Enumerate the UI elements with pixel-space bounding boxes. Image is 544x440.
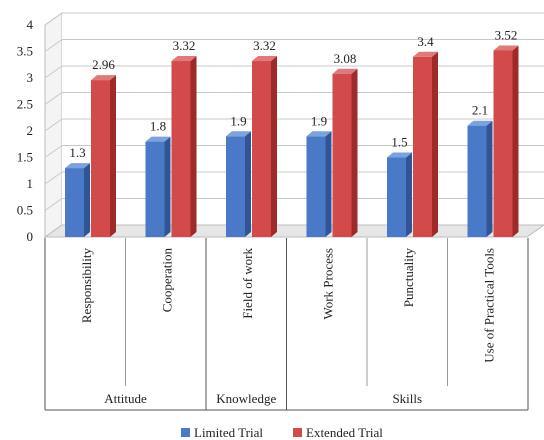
bar-front — [145, 141, 165, 237]
data-label: 3.32 — [173, 38, 196, 53]
bar-top — [91, 75, 116, 81]
bar-front — [493, 50, 513, 237]
legend-item-limited: Limited Trial — [181, 425, 263, 440]
bar-side — [190, 56, 197, 237]
group-label: Attitude — [104, 391, 147, 406]
bar-side — [325, 131, 332, 237]
gridline — [44, 12, 544, 26]
data-label: 1.8 — [150, 119, 166, 134]
data-label: 1.5 — [391, 135, 407, 150]
bar-front — [252, 61, 271, 237]
data-label: 2.96 — [92, 57, 115, 72]
bar-top — [467, 120, 493, 126]
data-label: 3.4 — [417, 34, 434, 49]
y-tick-label: 4 — [27, 17, 34, 32]
bar-limited-2 — [226, 131, 251, 237]
bar-top — [493, 45, 519, 51]
y-tick-label: 2 — [27, 123, 34, 138]
category-label: Work Process — [321, 248, 336, 320]
bar-limited-4 — [387, 152, 412, 237]
y-tick-label: 3 — [27, 70, 34, 85]
category-table: Attitude Knowledge Skills Responsibility Coo… — [44, 238, 529, 411]
bar-top — [387, 152, 412, 158]
bar-front — [413, 56, 432, 237]
data-label: 3.08 — [334, 51, 357, 66]
bar-side — [432, 51, 438, 237]
gridline — [44, 198, 544, 211]
legend-swatch — [181, 428, 190, 437]
bar-front — [226, 136, 245, 237]
bar-limited-1 — [145, 136, 171, 237]
bar-extended-4 — [413, 51, 438, 237]
y-tick-label: 1 — [27, 176, 34, 191]
bar-side — [486, 120, 493, 237]
group-label: Knowledge — [216, 391, 276, 406]
data-label: 1.3 — [69, 145, 85, 160]
bar-side — [512, 45, 519, 237]
legend-item-extended: Extended Trial — [293, 425, 383, 440]
data-labels: 1.3 2.96 1.8 3.32 1.9 3.32 1.9 3.08 1.5 3.4 2.1 3.5… — [69, 27, 517, 160]
bar-side — [406, 152, 412, 237]
bar-front — [171, 61, 191, 237]
bar-top — [65, 163, 90, 169]
gridline — [44, 145, 544, 158]
bar-front — [332, 73, 352, 237]
y-tick-label: 0.5 — [17, 203, 33, 218]
group-label: Skills — [392, 391, 422, 406]
legend-swatch — [293, 428, 302, 437]
data-label: 1.9 — [311, 113, 327, 128]
bar-top — [226, 131, 251, 137]
bar-top — [413, 51, 438, 57]
legend-label: Extended Trial — [306, 425, 383, 440]
bar-side — [84, 163, 90, 237]
gridline — [44, 92, 544, 105]
y-tick-label: 3.5 — [17, 44, 33, 59]
category-label: Field of work — [240, 248, 255, 319]
bar-front — [65, 168, 84, 237]
bar-side — [245, 131, 251, 237]
gridline — [44, 65, 544, 79]
y-tick-label: 0 — [27, 229, 34, 244]
bar-side — [164, 136, 171, 237]
category-label: Use of Practical Tools — [482, 248, 497, 363]
category-label: Punctuality — [401, 248, 416, 308]
gridline — [44, 39, 544, 52]
bar-top — [145, 136, 171, 142]
data-label: 2.1 — [472, 103, 488, 118]
bar-front — [306, 136, 326, 237]
bar-side — [110, 75, 116, 238]
data-label: 1.9 — [230, 113, 246, 128]
y-tick-label: 1.5 — [17, 150, 33, 165]
bar-front — [467, 125, 487, 237]
gridlines — [44, 12, 544, 238]
bar-limited-5 — [467, 120, 493, 237]
category-label: Cooperation — [160, 248, 175, 313]
bar-limited-3 — [306, 131, 332, 237]
data-label: 3.52 — [495, 27, 518, 42]
bar-extended-0 — [91, 75, 116, 238]
bar-side — [351, 68, 358, 237]
bar-extended-5 — [493, 45, 519, 237]
bar-extended-1 — [171, 56, 197, 237]
bar-top — [306, 131, 332, 137]
bar-top — [332, 68, 358, 74]
bar-extended-3 — [332, 68, 358, 237]
bar-extended-2 — [252, 56, 277, 237]
y-axis-ticks: 0 0.5 1 1.5 2 2.5 3 3.5 4 — [17, 17, 34, 244]
bar-top — [252, 56, 277, 62]
bar-side — [271, 56, 277, 237]
bar-front — [387, 157, 406, 237]
category-label: Responsibility — [79, 248, 94, 324]
legend-label: Limited Trial — [194, 425, 263, 440]
gridline — [44, 118, 544, 132]
data-label: 3.32 — [253, 38, 276, 53]
bar-front — [91, 80, 110, 238]
bars — [65, 45, 519, 238]
bar-top — [171, 56, 197, 62]
gridline — [44, 171, 544, 185]
legend: Limited Trial Extended Trial — [181, 425, 383, 440]
y-tick-label: 2.5 — [17, 97, 33, 112]
bar-limited-0 — [65, 163, 90, 237]
